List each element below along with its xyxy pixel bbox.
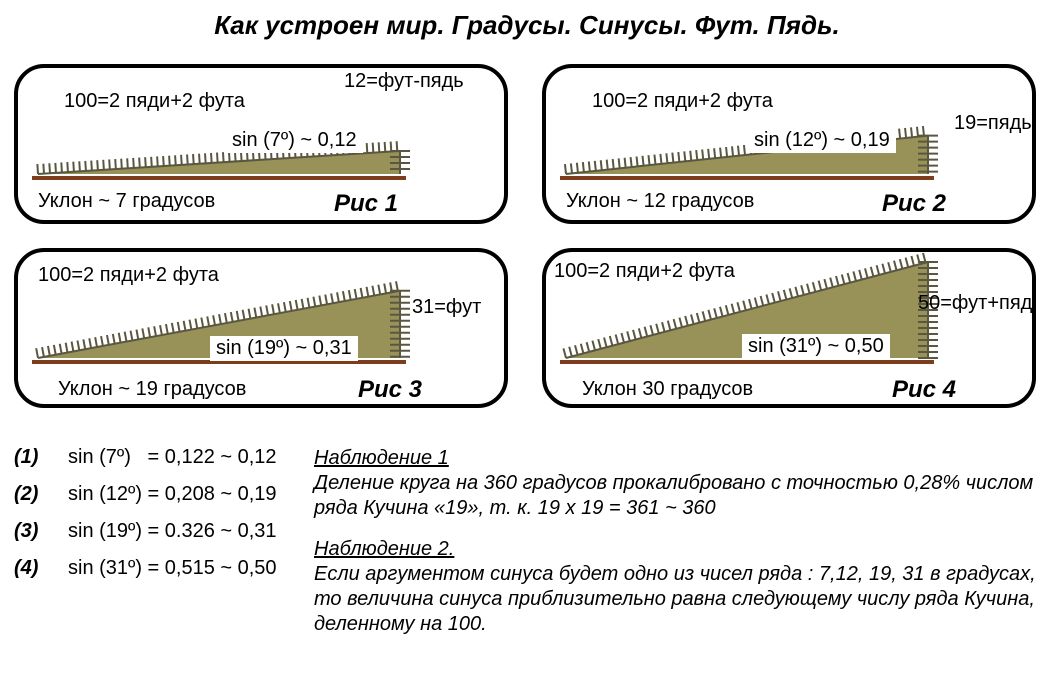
equations-list: (1) sin (7º) = 0,122 ~ 0,12(2) sin (12º)… [14, 446, 314, 653]
panels-grid: 100=2 пяди+2 фута 12=фут-пядь sin (7º) ~ 0… [14, 64, 1040, 408]
equation-text: sin (12º) = 0,208 ~ 0,19 [68, 483, 277, 506]
sin-value-box: sin (12º) ~ 0,19 [748, 128, 896, 153]
slope-label: Уклон ~ 7 градусов [38, 190, 215, 213]
observation-body: Деление круга на 360 градусов прокалибро… [314, 472, 1033, 519]
opposite-label: 31=фут [412, 296, 481, 319]
observation: Наблюдение 1 Деление круга на 360 градус… [314, 446, 1040, 521]
hypotenuse-label: 100=2 пяди+2 фута [592, 90, 773, 113]
hypotenuse-label: 100=2 пяди+2 фута [38, 264, 219, 287]
opposite-label: 50=фут+пядь [918, 292, 1036, 315]
equation-number: (3) [14, 520, 68, 543]
equation-row: (1) sin (7º) = 0,122 ~ 0,12 [14, 446, 314, 469]
observation-body: Если аргументом синуса будет одно из чис… [314, 563, 1036, 635]
figure-label: Рис 2 [882, 190, 946, 218]
bottom-section: (1) sin (7º) = 0,122 ~ 0,12(2) sin (12º)… [14, 446, 1040, 653]
figure-label: Рис 1 [334, 190, 398, 218]
observation-heading: Наблюдение 2. [314, 538, 454, 560]
opposite-label: 12=фут-пядь [344, 70, 464, 93]
observations: Наблюдение 1 Деление круга на 360 градус… [314, 446, 1040, 653]
equation-row: (4) sin (31º) = 0,515 ~ 0,50 [14, 557, 314, 580]
figure-label: Рис 4 [892, 376, 956, 404]
equation-row: (2) sin (12º) = 0,208 ~ 0,19 [14, 483, 314, 506]
sin-value-box: sin (7º) ~ 0,12 [226, 128, 363, 153]
equation-row: (3) sin (19º) = 0.326 ~ 0,31 [14, 520, 314, 543]
observation-heading: Наблюдение 1 [314, 447, 449, 469]
slope-label: Уклон 30 градусов [582, 378, 753, 401]
diagram-panel-3: 100=2 пяди+2 фута 31=фут sin (19º) ~ 0,31 У… [14, 248, 508, 408]
hypotenuse-label: 100=2 пяди+2 фута [64, 90, 245, 113]
slope-label: Уклон ~ 19 градусов [58, 378, 246, 401]
diagram-panel-2: 100=2 пяди+2 фута 19=пядь sin (12º) ~ 0,19… [542, 64, 1036, 224]
slope-label: Уклон ~ 12 градусов [566, 190, 754, 213]
hypotenuse-label: 100=2 пяди+2 фута [554, 260, 735, 283]
observation: Наблюдение 2. Если аргументом синуса буд… [314, 537, 1040, 637]
equation-number: (4) [14, 557, 68, 580]
opposite-label: 19=пядь [954, 112, 1032, 135]
sin-value-box: sin (19º) ~ 0,31 [210, 336, 358, 361]
sin-value-box: sin (31º) ~ 0,50 [742, 334, 890, 359]
page-title: Как устроен мир. Градусы. Синусы. Фут. П… [0, 10, 1054, 41]
figure-label: Рис 3 [358, 376, 422, 404]
equation-number: (2) [14, 483, 68, 506]
equation-text: sin (7º) = 0,122 ~ 0,12 [68, 446, 277, 469]
equation-text: sin (31º) = 0,515 ~ 0,50 [68, 557, 277, 580]
equation-number: (1) [14, 446, 68, 469]
diagram-panel-4: 100=2 пяди+2 фута 50=фут+пядь sin (31º) ~ … [542, 248, 1036, 408]
equation-text: sin (19º) = 0.326 ~ 0,31 [68, 520, 277, 543]
diagram-panel-1: 100=2 пяди+2 фута 12=фут-пядь sin (7º) ~ 0… [14, 64, 508, 224]
